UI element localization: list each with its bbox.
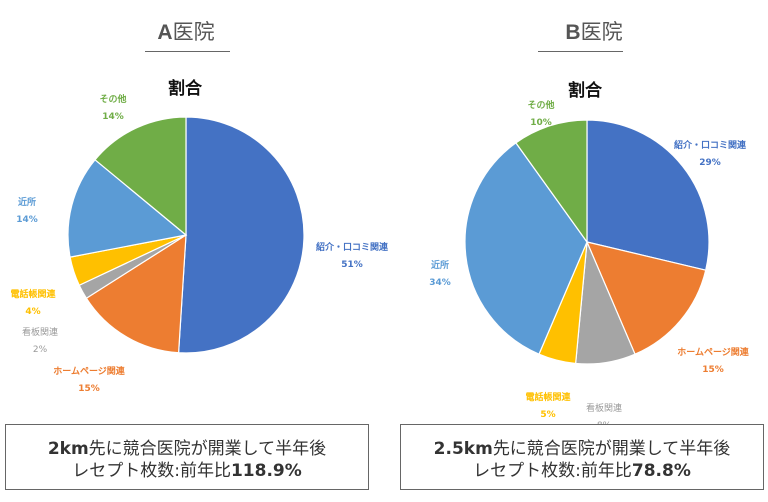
panel-b-caption-box: 2.5km先に競合医院が開業して半年後 レセプト枚数:前年比78.8%: [400, 424, 764, 490]
panel-b-caption-line2: レセプト枚数:前年比78.8%: [401, 460, 763, 482]
pie-a-label-homepage: ホームページ関連 15%: [53, 364, 125, 398]
panel-b-heading-rule: [538, 51, 623, 52]
panel-b-distance: 2.5km: [433, 439, 493, 459]
panel-b-caption-line1: 2.5km先に競合医院が開業して半年後: [401, 438, 763, 460]
label-percent: 29%: [699, 158, 721, 168]
label-percent: 10%: [530, 118, 552, 128]
panel-b-heading: B医院: [534, 16, 654, 46]
label-percent: 34%: [429, 278, 451, 288]
label-category: ホームページ関連: [53, 367, 125, 377]
label-category: 近所: [17, 198, 37, 208]
slice-homepage: [85, 233, 187, 354]
panel-a-caption-box: 2km先に競合医院が開業して半年後 レセプト枚数:前年比118.9%: [5, 424, 369, 490]
pie-a-label-other: その他 14%: [99, 92, 126, 126]
pie-a-label-phonebook: 電話帳関連 4%: [10, 287, 55, 321]
label-percent: 14%: [16, 215, 38, 225]
panel-a-caption-text2: レセプト枚数:前年比: [72, 461, 231, 481]
label-category: ホームページ関連: [677, 348, 749, 358]
label-percent: 4%: [25, 307, 41, 317]
label-category: 電話帳関連: [10, 290, 56, 300]
panel-b-heading-text: 医院: [580, 20, 623, 44]
panel-b-caption-text1: 先に競合医院が開業して半年後: [492, 439, 731, 459]
panel-b-yoy-ratio: 78.8%: [631, 461, 691, 481]
label-category: その他: [99, 95, 127, 105]
label-percent: 15%: [78, 384, 100, 394]
pie-b-label-neighborhood: 近所 34%: [429, 258, 451, 292]
panel-a-yoy-ratio: 118.9%: [230, 461, 302, 481]
label-category: 看板関連: [585, 404, 623, 414]
pie-chart-b: [464, 119, 710, 365]
panel-a-caption-text1: 先に競合医院が開業して半年後: [88, 439, 327, 459]
pie-a-label-referral: 紹介・口コミ関連 51%: [316, 240, 388, 274]
pie-b-label-other: その他 10%: [527, 98, 554, 132]
label-category: 紹介・口コミ関連: [315, 243, 389, 253]
label-category: 近所: [430, 261, 450, 271]
slice-neighborhood: [464, 142, 588, 355]
pie-a-label-signboard: 看板関連 2%: [22, 325, 58, 359]
panel-a-caption-line2: レセプト枚数:前年比118.9%: [6, 460, 368, 482]
panel-a-chart-title: 割合: [168, 79, 202, 99]
panel-b-heading-letter: B: [565, 21, 581, 44]
pie-b-label-homepage: ホームページ関連 15%: [677, 345, 749, 379]
label-category: その他: [527, 101, 555, 111]
pie-b-label-phonebook: 電話帳関連 5%: [525, 390, 570, 424]
pie-a-label-neighborhood: 近所 14%: [16, 195, 38, 229]
pie-b-label-referral: 紹介・口コミ関連 29%: [674, 138, 746, 172]
label-percent: 14%: [102, 112, 124, 122]
panel-a-heading-letter: A: [157, 21, 173, 44]
slice-referral: [177, 116, 305, 354]
panel-b-chart-title: 割合: [568, 81, 602, 101]
label-category: 紹介・口コミ関連: [673, 141, 747, 151]
panel-a-caption-line1: 2km先に競合医院が開業して半年後: [6, 438, 368, 460]
panel-a-distance: 2km: [47, 439, 89, 459]
label-percent: 15%: [702, 365, 724, 375]
pie-chart-a: [67, 116, 305, 354]
slice-other: [94, 116, 187, 237]
label-percent: 51%: [341, 260, 363, 270]
panel-a-heading-text: 医院: [172, 20, 215, 44]
panel-a-heading-rule: [145, 51, 230, 52]
slice-other: [515, 119, 588, 244]
panel-a-heading: A医院: [126, 16, 246, 46]
label-category: 電話帳関連: [525, 393, 571, 403]
label-percent: 5%: [540, 410, 556, 420]
label-category: 看板関連: [21, 328, 59, 338]
slice-neighborhood: [67, 158, 188, 258]
panel-b-caption-text2: レセプト枚数:前年比: [473, 461, 632, 481]
slice-homepage: [585, 241, 707, 355]
slice-referral: [586, 119, 710, 271]
label-percent: 2%: [32, 345, 48, 355]
